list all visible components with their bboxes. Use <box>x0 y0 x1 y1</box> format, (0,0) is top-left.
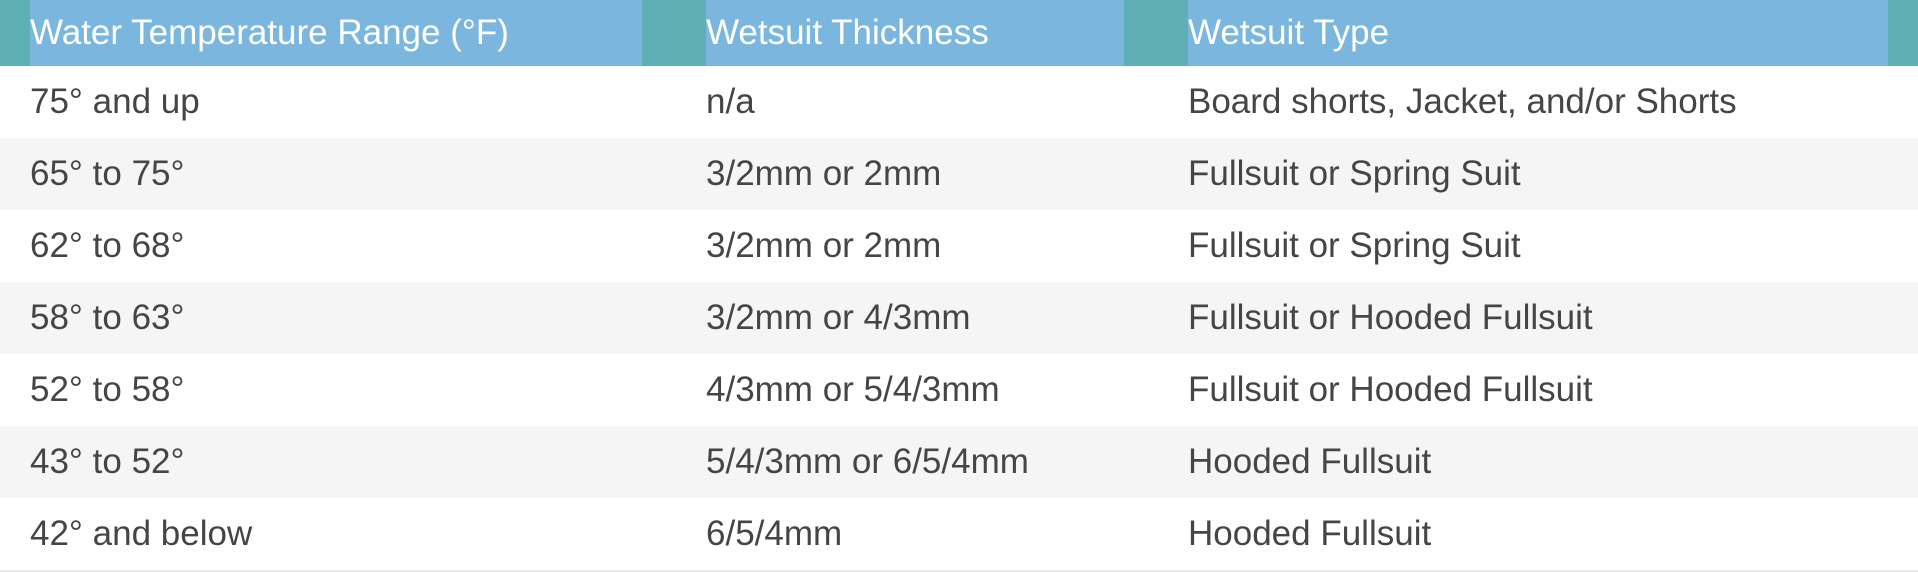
table-row: 62° to 68° 3/2mm or 2mm Fullsuit or Spri… <box>0 210 1918 282</box>
header-cell-temperature: Water Temperature Range (°F) <box>30 13 509 52</box>
cell-thickness: 4/3mm or 5/4/3mm <box>706 370 1000 409</box>
table-row: 65° to 75° 3/2mm or 2mm Fullsuit or Spri… <box>0 138 1918 210</box>
cell-temperature: 52° to 58° <box>30 370 185 409</box>
cell-thickness: 5/4/3mm or 6/5/4mm <box>706 442 1029 481</box>
cell-temperature: 62° to 68° <box>30 226 185 265</box>
cell-thickness: 6/5/4mm <box>706 514 843 553</box>
cell-type: Fullsuit or Hooded Fullsuit <box>1188 298 1593 337</box>
cell-temperature: 65° to 75° <box>30 154 185 193</box>
cell-temperature: 58° to 63° <box>30 298 185 337</box>
header-accent <box>0 0 30 66</box>
header-accent <box>642 0 706 66</box>
table-header: Water Temperature Range (°F) Wetsuit Thi… <box>0 0 1918 66</box>
cell-type: Hooded Fullsuit <box>1188 442 1432 481</box>
cell-temperature: 42° and below <box>30 514 253 553</box>
header-accent <box>1888 0 1918 66</box>
cell-temperature: 43° to 52° <box>30 442 185 481</box>
table-row: 58° to 63° 3/2mm or 4/3mm Fullsuit or Ho… <box>0 282 1918 354</box>
cell-thickness: n/a <box>706 82 755 121</box>
header-cell-type: Wetsuit Type <box>1188 13 1390 52</box>
table-row: 42° and below 6/5/4mm Hooded Fullsuit <box>0 498 1918 570</box>
cell-type: Fullsuit or Hooded Fullsuit <box>1188 370 1593 409</box>
cell-thickness: 3/2mm or 4/3mm <box>706 298 971 337</box>
cell-type: Fullsuit or Spring Suit <box>1188 154 1521 193</box>
cell-type: Board shorts, Jacket, and/or Shorts <box>1188 82 1737 121</box>
cell-type: Hooded Fullsuit <box>1188 514 1432 553</box>
header-accent <box>1124 0 1188 66</box>
table-row: 43° to 52° 5/4/3mm or 6/5/4mm Hooded Ful… <box>0 426 1918 498</box>
table-row: 52° to 58° 4/3mm or 5/4/3mm Fullsuit or … <box>0 354 1918 426</box>
cell-thickness: 3/2mm or 2mm <box>706 154 942 193</box>
cell-type: Fullsuit or Spring Suit <box>1188 226 1521 265</box>
cell-thickness: 3/2mm or 2mm <box>706 226 942 265</box>
table-row: 75° and up n/a Board shorts, Jacket, and… <box>0 66 1918 138</box>
cell-temperature: 75° and up <box>30 82 200 121</box>
header-cell-thickness: Wetsuit Thickness <box>706 13 989 52</box>
table-bottom-divider <box>0 570 1918 572</box>
